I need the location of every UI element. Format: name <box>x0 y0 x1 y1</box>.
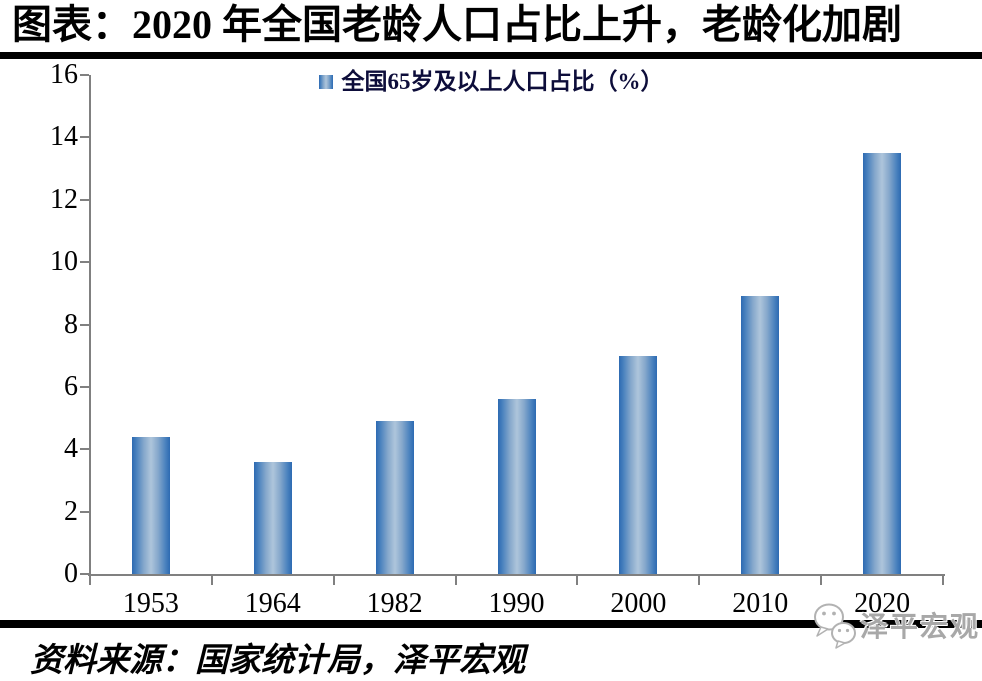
y-axis-tick <box>80 573 89 575</box>
watermark: 泽平宏观 <box>812 600 980 650</box>
y-tick-label: 8 <box>64 308 78 340</box>
x-axis-tick <box>576 576 579 585</box>
chart-legend: 全国65岁及以上人口占比（%） <box>0 68 982 96</box>
footer-divider-rule <box>0 620 982 628</box>
x-tick-label: 1953 <box>122 588 179 619</box>
legend-marker-icon <box>318 74 333 89</box>
y-tick-label: 16 <box>50 59 78 90</box>
legend-label: 全国65岁及以上人口占比（%） <box>341 69 664 94</box>
x-axis-tick <box>698 576 701 585</box>
title-divider-rule <box>0 52 982 59</box>
y-tick-label: 10 <box>50 246 78 278</box>
x-axis-tick <box>454 576 457 585</box>
y-axis-tick <box>80 385 89 388</box>
page-title: 图表：2020 年全国老龄人口占比上升，老龄化加剧 <box>12 2 902 47</box>
y-axis-tick <box>80 198 89 201</box>
wechat-bubbles-icon <box>813 603 856 649</box>
bar-1953 <box>131 436 170 574</box>
y-axis-tick <box>80 323 89 326</box>
y-axis-line <box>89 75 91 575</box>
x-axis-tick <box>942 576 944 585</box>
x-tick-label: 1982 <box>366 588 423 619</box>
y-tick-label: 0 <box>64 558 78 589</box>
y-axis-tick <box>80 74 89 76</box>
bar-chart: 全国65岁及以上人口占比（%） 0 2 4 6 8 10 12 14 16 1953 1964 198… <box>0 60 982 618</box>
x-tick-label: 2000 <box>610 588 667 619</box>
watermark-label: 泽平宏观 <box>859 612 980 643</box>
bar-2010 <box>741 296 780 574</box>
bar-1964 <box>253 461 292 574</box>
bar-1982 <box>375 421 414 574</box>
x-tick-label: 1964 <box>244 588 301 619</box>
bar-1990 <box>497 399 536 574</box>
x-axis-line <box>88 574 945 576</box>
x-axis-tick <box>89 576 91 585</box>
source-note: 资料来源：国家统计局，泽平宏观 <box>30 643 525 679</box>
x-axis-tick <box>210 576 213 585</box>
x-axis-tick <box>820 576 823 585</box>
y-tick-label: 12 <box>50 183 78 215</box>
x-tick-label: 1990 <box>488 588 545 619</box>
y-axis-tick <box>80 136 89 139</box>
y-tick-label: 2 <box>64 495 78 527</box>
y-axis-tick <box>80 510 89 513</box>
y-axis-tick <box>80 261 89 264</box>
y-tick-label: 4 <box>64 433 78 465</box>
x-tick-label: 2020 <box>854 588 911 619</box>
y-tick-label: 6 <box>64 370 78 402</box>
x-axis-tick <box>332 576 335 585</box>
y-tick-label: 14 <box>50 121 78 153</box>
x-tick-label: 2010 <box>732 588 789 619</box>
bar-2000 <box>619 355 658 574</box>
y-axis-tick <box>80 448 89 451</box>
bar-2020 <box>863 152 902 574</box>
